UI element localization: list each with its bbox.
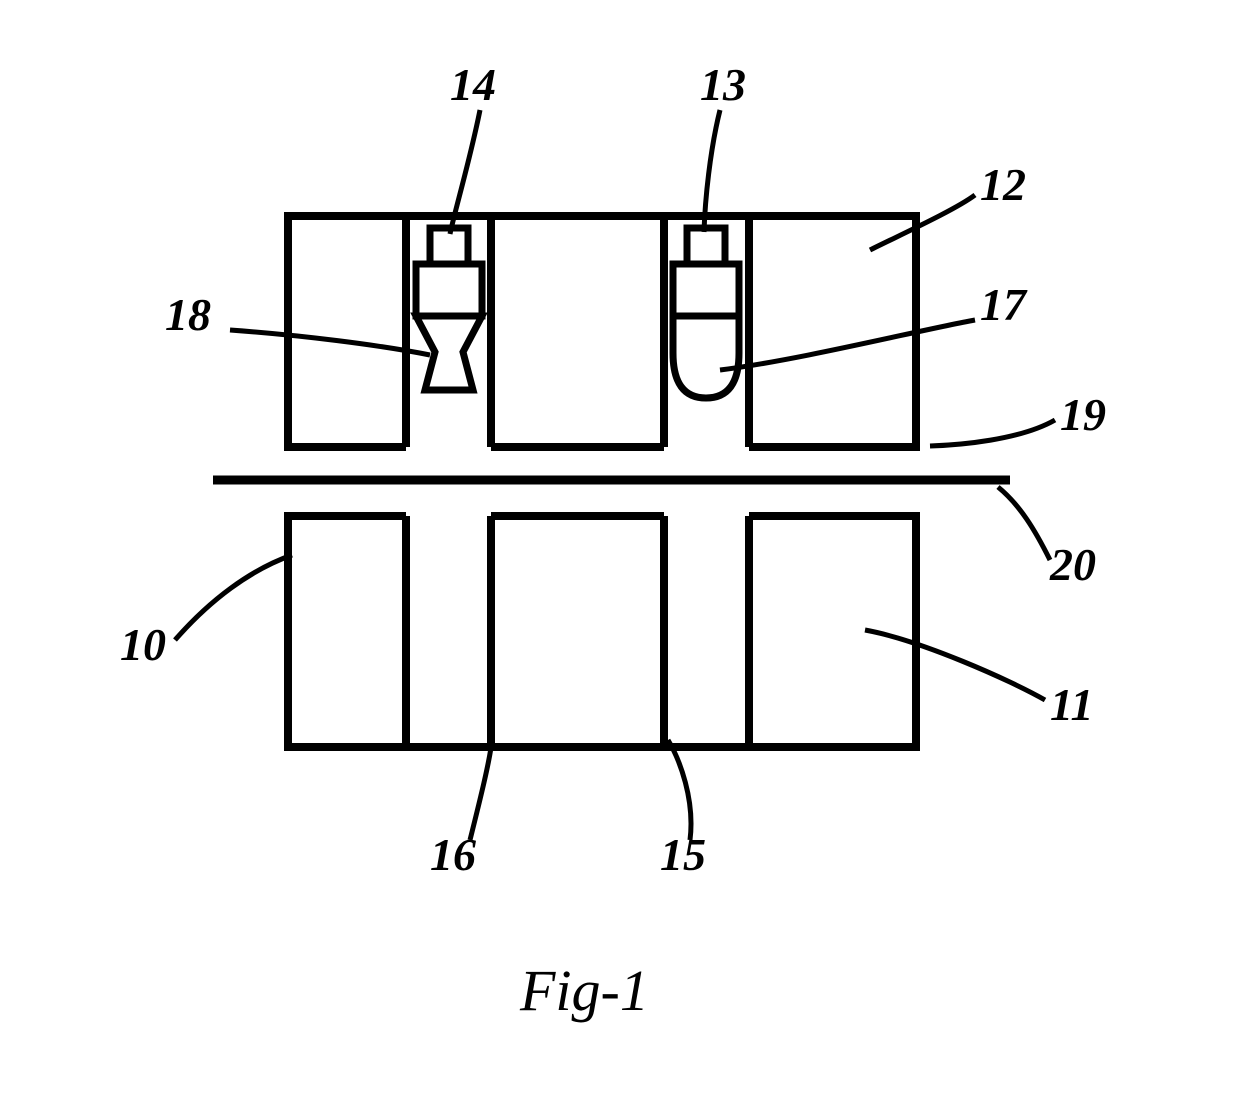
label-l13: 13 <box>700 59 746 110</box>
top-block-outline <box>288 216 916 447</box>
leader-l17 <box>720 320 975 370</box>
leader-l10 <box>175 555 292 640</box>
label-l15: 15 <box>660 829 706 880</box>
bottom-gap-left <box>406 512 491 743</box>
bottom-gap-right <box>664 512 749 743</box>
label-l17: 17 <box>980 279 1028 330</box>
leader-l11 <box>865 630 1045 700</box>
leader-l20 <box>998 487 1050 560</box>
label-l10: 10 <box>120 619 166 670</box>
figure-caption: Fig-1 <box>519 958 649 1023</box>
leader-l16 <box>470 740 492 840</box>
bottom-block-outline <box>288 516 916 747</box>
leader-l18 <box>230 330 430 355</box>
top-gap-left <box>406 220 491 451</box>
label-l11: 11 <box>1050 679 1093 730</box>
label-l20: 20 <box>1049 539 1096 590</box>
label-l19: 19 <box>1060 389 1106 440</box>
label-l16: 16 <box>430 829 476 880</box>
label-l14: 14 <box>450 59 496 110</box>
leader-l19 <box>930 420 1055 446</box>
label-l18: 18 <box>165 289 211 340</box>
label-l12: 12 <box>980 159 1026 210</box>
leader-l15 <box>668 740 691 840</box>
leader-l12 <box>870 195 975 250</box>
